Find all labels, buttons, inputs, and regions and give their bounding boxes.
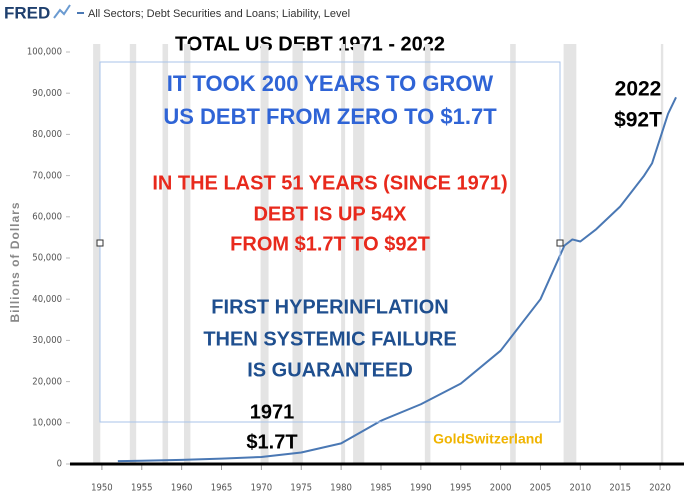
series-line <box>117 96 677 463</box>
shaded-period <box>260 44 269 464</box>
y-tick-label: 90,000 <box>32 87 62 99</box>
annotation: IN THE LAST 51 YEARS (SINCE 1971) <box>152 172 507 194</box>
shaded-period <box>510 44 516 464</box>
y-tick-label: 50,000 <box>32 252 62 264</box>
logo-icon <box>53 4 71 19</box>
source-logo: FRED <box>4 3 50 22</box>
shaded-period <box>184 44 191 464</box>
shaded-period <box>292 44 303 464</box>
x-tick-label: 2020 <box>649 482 671 494</box>
y-axis-label: Billions of Dollars <box>8 201 22 322</box>
x-tick-label: 2000 <box>490 482 512 494</box>
annotation: 1971 <box>250 401 295 423</box>
shaded-period <box>563 44 577 464</box>
annotation: US DEBT FROM ZERO TO $1.7T <box>163 104 497 129</box>
x-tick-label: 2005 <box>530 482 552 494</box>
annotation-layer: IT TOOK 200 YEARS TO GROW US DEBT FROM ZE… <box>96 61 662 453</box>
chart-title: TOTAL US DEBT 1971 - 2022 <box>175 33 445 55</box>
x-tick-label: 2010 <box>570 482 592 494</box>
y-tick-label: 70,000 <box>32 170 62 182</box>
shaded-period <box>93 44 101 464</box>
box-handle <box>96 239 104 247</box>
shaded-period <box>353 44 365 464</box>
x-tick-label: 1980 <box>330 482 352 494</box>
x-tick-label: 1995 <box>450 482 472 494</box>
x-tick-label: 1950 <box>91 482 113 494</box>
x-tick-label: 1975 <box>290 482 312 494</box>
plot-layer <box>66 51 684 470</box>
y-tick-label: 0 <box>57 458 62 470</box>
annotation: GoldSwitzerland <box>433 431 543 447</box>
y-tick-label: 20,000 <box>32 376 62 388</box>
y-tick-label: 40,000 <box>32 293 62 305</box>
shaded-period <box>341 44 346 464</box>
annotation: 2022 <box>615 78 662 101</box>
shading-layer <box>93 44 664 464</box>
annotation: $92T <box>614 109 662 132</box>
series-name: All Sectors; Debt Securities and Loans; … <box>88 8 350 20</box>
annotation: $1.7T <box>246 431 297 453</box>
shaded-period <box>424 44 431 464</box>
box-handle <box>556 239 564 247</box>
y-tick-label: 60,000 <box>32 211 62 223</box>
annotation: FIRST HYPERINFLATION <box>211 296 448 318</box>
shaded-period <box>660 44 664 464</box>
x-tick-label: 1965 <box>211 482 233 494</box>
x-tick-label: 1960 <box>171 482 193 494</box>
x-tick-label: 1955 <box>131 482 153 494</box>
annotation: DEBT IS UP 54X <box>253 203 407 225</box>
x-tick-label: 2015 <box>609 482 631 494</box>
x-tick-label: 1970 <box>251 482 273 494</box>
y-tick-label: 80,000 <box>32 128 62 140</box>
x-tick-label: 1990 <box>410 482 432 494</box>
y-tick-label: 10,000 <box>32 417 62 429</box>
annotation: IS GUARANTEED <box>247 359 413 381</box>
y-tick-label: 30,000 <box>32 334 62 346</box>
y-tick-label: 100,000 <box>27 46 62 58</box>
x-tick-label: 1985 <box>370 482 392 494</box>
annotation: IT TOOK 200 YEARS TO GROW <box>167 71 494 96</box>
shaded-period <box>129 44 137 464</box>
annotation: THEN SYSTEMIC FAILURE <box>203 328 456 350</box>
shaded-period <box>162 44 169 464</box>
annotation: FROM $1.7T TO $92T <box>230 233 430 255</box>
